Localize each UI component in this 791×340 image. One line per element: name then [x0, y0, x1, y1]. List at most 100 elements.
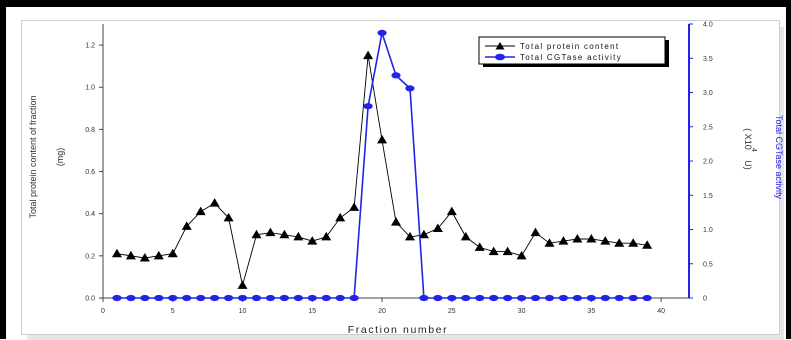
point-protein: [642, 240, 653, 249]
y-right-tick-label: 4.0: [703, 22, 713, 29]
y-left-tick-label: 0.2: [85, 253, 95, 260]
point-protein: [153, 250, 164, 260]
y-right-axis-unit-suffix: U): [743, 160, 753, 170]
point-protein: [418, 229, 429, 239]
point-cgtase: [126, 294, 136, 302]
point-cgtase: [405, 85, 415, 92]
y-right-axis-unit-prefix: ( X10: [743, 128, 753, 150]
point-cgtase: [210, 294, 220, 302]
point-protein: [209, 198, 220, 207]
point-protein: [279, 229, 290, 239]
frame-border-right: [786, 0, 791, 339]
point-cgtase: [572, 294, 582, 302]
point-protein: [558, 236, 569, 245]
x-tick-label: 15: [308, 308, 316, 315]
point-cgtase: [140, 294, 150, 302]
point-cgtase: [516, 294, 527, 302]
point-cgtase: [349, 294, 359, 302]
y-left-axis-label: Total protein content of fraction: [28, 95, 38, 218]
point-cgtase: [251, 294, 262, 302]
point-protein: [432, 223, 443, 232]
frame-border-top: [0, 0, 791, 7]
point-protein: [530, 227, 541, 237]
point-protein: [265, 227, 276, 237]
x-tick-label: 30: [518, 308, 526, 315]
y-right-tick-label: 2.5: [703, 124, 713, 131]
y-left-tick-label: 0.4: [85, 211, 95, 218]
point-cgtase: [335, 294, 345, 302]
legend-label-protein: Total protein content: [520, 42, 619, 51]
point-protein: [404, 231, 415, 241]
point-protein: [516, 250, 527, 260]
point-protein: [377, 134, 388, 144]
point-protein: [125, 250, 136, 260]
point-protein: [335, 212, 346, 222]
series-line-cgtase: [117, 29, 648, 299]
plot-panel: [21, 20, 780, 335]
point-protein: [586, 233, 597, 243]
point-protein: [614, 238, 625, 247]
point-cgtase: [461, 294, 471, 302]
x-tick-label: 10: [239, 308, 247, 315]
point-protein: [307, 236, 318, 245]
point-protein: [363, 50, 374, 60]
point-cgtase: [377, 29, 387, 37]
point-protein: [544, 238, 555, 247]
legend: Total protein content Total CGTase activ…: [478, 36, 669, 67]
legend-box: [478, 36, 666, 65]
point-cgtase: [475, 294, 485, 302]
x-tick-label: 5: [171, 308, 175, 315]
point-cgtase: [293, 294, 303, 302]
point-cgtase: [544, 294, 555, 302]
point-protein: [460, 231, 471, 241]
y-left-tick-label: 1.0: [85, 85, 95, 92]
point-protein: [446, 206, 457, 216]
x-tick-label: 40: [657, 308, 665, 315]
point-cgtase: [558, 294, 569, 302]
point-cgtase: [642, 294, 652, 302]
point-protein: [139, 252, 150, 262]
y-right-tick-label: 0: [703, 296, 707, 303]
y-right-tick-label: 3.5: [703, 56, 713, 63]
point-protein: [251, 229, 262, 239]
x-axis-label: Fraction number: [348, 324, 448, 336]
point-protein: [293, 231, 304, 241]
y-left-tick-label: 0.8: [85, 127, 95, 134]
point-cgtase: [391, 72, 401, 79]
x-tick-label: 20: [378, 308, 386, 315]
series-layer: [111, 29, 653, 302]
point-protein: [195, 206, 206, 216]
y-right-tick-label: 1.5: [703, 193, 713, 200]
point-cgtase: [419, 294, 429, 302]
point-protein: [223, 212, 234, 222]
point-cgtase: [279, 294, 289, 302]
point-cgtase: [363, 103, 373, 110]
point-protein: [237, 280, 248, 289]
y-right-tick-label: 1.0: [703, 227, 713, 234]
point-cgtase: [112, 294, 122, 302]
point-cgtase: [433, 294, 443, 302]
y-right-axis-unit-group: ( X10 4 U): [743, 128, 757, 170]
x-tick-label: 25: [448, 308, 456, 315]
legend-marker-protein: [495, 42, 505, 50]
point-cgtase: [265, 294, 276, 302]
y-right-axis-label: Total CGTase activity: [774, 115, 784, 200]
y-left-tick-label: 0.0: [85, 296, 95, 303]
point-protein: [628, 238, 639, 247]
point-cgtase: [182, 294, 192, 302]
point-protein: [321, 231, 332, 241]
y-right-tick-label: 2.0: [703, 159, 713, 166]
frame-border-left: [0, 0, 6, 339]
y-left-axis-unit: (mg): [55, 148, 65, 167]
point-protein: [488, 246, 499, 256]
point-cgtase: [237, 294, 248, 302]
point-protein: [474, 242, 485, 251]
point-protein: [349, 202, 360, 211]
point-cgtase: [489, 294, 499, 302]
point-protein: [572, 233, 583, 243]
point-protein: [391, 217, 401, 226]
y-left-tick-label: 1.2: [85, 43, 95, 50]
point-cgtase: [223, 294, 234, 302]
